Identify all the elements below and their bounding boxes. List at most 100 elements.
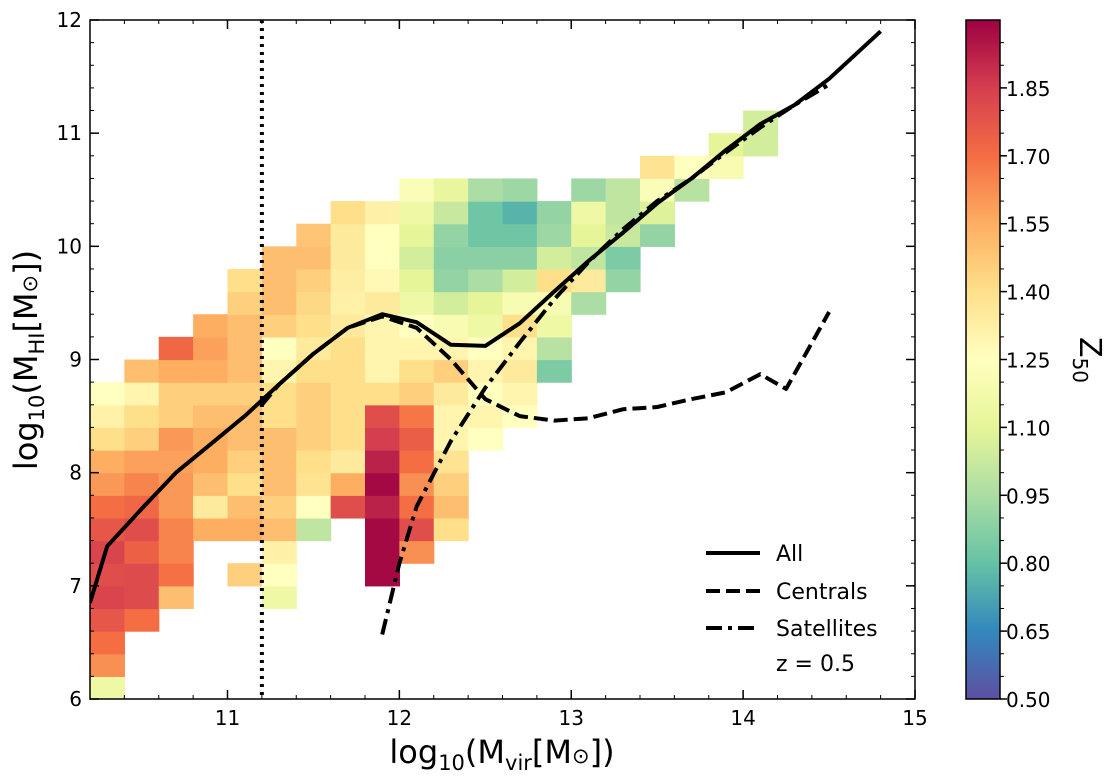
colorbar-tick-label: 1.40 [1006,281,1051,305]
heatmap-cell [708,155,744,180]
heatmap-cell [399,246,435,270]
colorbar [965,19,1001,700]
heatmap-cell [296,291,332,315]
y-tick-label: 8 [69,461,82,485]
x-tick-label: 11 [215,706,240,730]
heatmap-cell [468,314,504,338]
heatmap-cell [124,359,160,383]
x-tick-label: 13 [559,706,584,730]
heatmap-cell [261,404,297,428]
heatmap-cell [158,404,194,428]
heatmap-cell [330,223,366,247]
heatmap-cell [296,314,332,338]
heatmap-cell [399,178,435,202]
heatmap-cell [708,133,744,157]
heatmap-cell [365,246,400,270]
heatmap-cell [261,450,297,474]
colorbar-tick-label: 0.80 [1006,552,1051,576]
heatmap-cell [193,517,229,542]
heatmap-cell [365,382,400,406]
heatmap-cell [536,201,572,225]
heatmap-cell [433,336,469,361]
heatmap-cell [468,359,504,383]
heatmap-cell [399,517,435,542]
heatmap-cell [330,404,366,428]
heatmap-cell [296,495,332,519]
heatmap-cell [365,359,400,383]
heatmap-cell [330,359,366,383]
heatmap-cell [330,450,366,474]
heatmap-cell [227,336,263,361]
heatmap-cell [124,404,160,428]
heatmap-cell [502,201,538,225]
y-tick-label: 7 [69,574,82,598]
heatmap-cells [90,110,779,699]
y-tick-label: 12 [57,8,82,32]
heatmap-cell [330,246,366,270]
heatmap-cell [365,563,400,587]
heatmap-cell [571,201,607,225]
heatmap-cell [399,201,435,225]
heatmap-cell [193,495,229,519]
heatmap-cell [261,472,297,496]
y-tick-label: 10 [57,234,82,258]
heatmap-cell [399,268,435,293]
heatmap-cell [124,563,160,587]
heatmap-cell [296,450,332,474]
heatmap-cell [536,223,572,247]
heatmap-cell [536,314,572,338]
colorbar-tick-label: 1.25 [1006,349,1051,373]
colorbar-tick-label: 0.65 [1006,620,1051,644]
heatmap-cell [571,291,607,315]
heatmap-cell [433,268,469,293]
colorbar-tick-label: 0.95 [1006,484,1051,508]
heatmap-cell [640,155,675,180]
colorbar-tick-label: 1.10 [1006,416,1051,440]
heatmap-cell [227,427,263,451]
heatmap-cell [743,133,779,157]
heatmap-cell [124,585,160,610]
heatmap-cell [433,472,469,496]
heatmap-cell [261,495,297,519]
heatmap-cell [330,201,366,225]
heatmap-cell [261,246,297,270]
heatmap-cell [571,223,607,247]
heatmap-cell [468,201,504,225]
x-tick-label: 14 [730,706,755,730]
heatmap-cell [468,246,504,270]
y-tick-label: 6 [69,687,82,711]
x-axis-title: log10(Mvir[M⊙]) [389,733,614,775]
heatmap-cell [90,472,125,496]
heatmap-cell [502,382,538,406]
heatmap-cell [227,291,263,315]
heatmap-cell [433,382,469,406]
heatmap-cell [193,336,229,361]
heatmap-cell [365,427,400,451]
heatmap-cell [193,404,229,428]
heatmap-cell [158,472,194,496]
heatmap-cell [296,336,332,361]
y-tick-label: 9 [69,348,82,372]
heatmap-cell [399,427,435,451]
heatmap-cell [261,427,297,451]
heatmap-cell [365,450,400,474]
heatmap-cell [296,517,332,542]
heatmap-cell [502,246,538,270]
heatmap-cell [158,495,194,519]
series-lines [90,29,882,635]
heatmap-cell [158,359,194,383]
heatmap-cell [330,427,366,451]
heatmap-cell [193,314,229,338]
heatmap-cell [90,382,125,406]
colorbar-title: Z50 [1068,337,1107,383]
heatmap-cell [227,517,263,542]
heatmap-cell [399,404,435,428]
heatmap-cell [399,540,435,564]
heatmap-cell [90,540,125,564]
heatmap-cell [227,495,263,519]
heatmap-cell [433,359,469,383]
heatmap-cell [261,382,297,406]
heatmap-cell [399,382,435,406]
heatmap-cell [468,427,504,451]
